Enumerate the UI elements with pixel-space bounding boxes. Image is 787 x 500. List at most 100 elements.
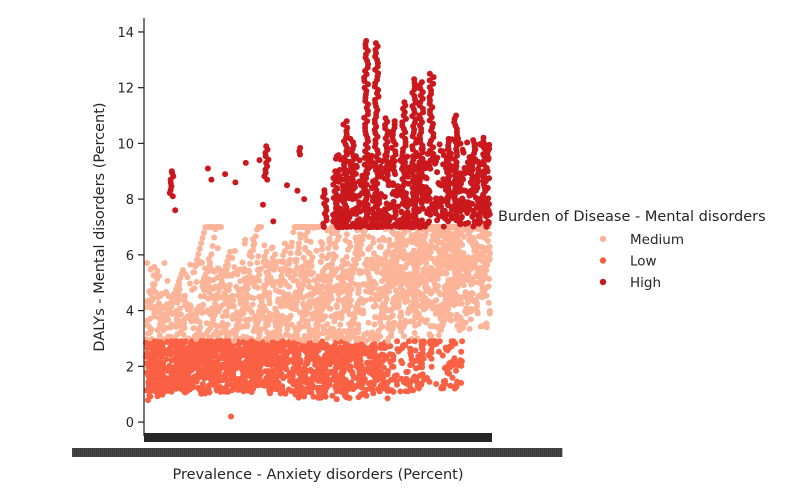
point-medium [359,236,366,243]
point-low [174,365,181,372]
point-medium [248,253,255,260]
point-high [284,182,290,189]
x-tick-label-overlap [296,448,299,457]
point-medium [308,292,315,299]
point-medium [443,301,450,308]
point-medium [236,316,243,323]
point-medium [418,243,425,250]
point-low [233,379,240,386]
point-medium [420,239,426,245]
point-high [353,162,360,169]
point-low [439,352,446,359]
point-high [222,171,229,178]
point-medium [282,292,288,299]
point-high [260,201,266,208]
point-low [446,343,453,350]
point-medium [336,289,343,296]
x-tick-label-overlap [168,448,171,457]
point-medium [283,281,290,288]
point-high [404,209,411,216]
point-medium [369,285,376,292]
point-medium [261,242,268,249]
point-low [342,365,349,372]
point-low [329,392,336,399]
point-medium [254,314,261,321]
point-medium [161,260,168,267]
point-medium [218,277,225,284]
point-low [177,356,184,363]
point-low [288,388,295,395]
point-medium [262,282,269,288]
x-tick-label-overlap [302,448,305,457]
x-tick-label-overlap [94,448,97,457]
x-tick-label-overlap [136,448,139,457]
point-medium [383,261,390,268]
point-medium [453,313,460,320]
point-medium [382,305,389,312]
point-medium [303,319,310,326]
point-medium [364,269,371,276]
x-tick-label-overlap [110,448,113,457]
point-medium [249,301,256,308]
x-tick-label-overlap [140,448,143,457]
point-medium [446,291,453,298]
point-medium [464,262,471,269]
point-low [333,372,340,379]
point-medium [339,308,346,315]
point-high [440,223,447,230]
point-low [151,351,158,357]
x-tick-label-overlap [222,448,225,457]
point-low [339,370,346,376]
point-medium [235,322,242,329]
point-low [299,386,306,393]
point-medium [338,333,345,340]
point-low [450,338,457,345]
x-tick-label-overlap [164,448,167,457]
point-medium [234,271,241,278]
point-high [434,154,441,161]
point-medium [299,263,306,270]
point-medium [410,271,417,278]
point-medium [187,261,194,268]
point-high [418,79,425,86]
point-medium [452,271,459,278]
point-medium [158,306,165,312]
point-medium [247,260,254,267]
point-medium [422,305,429,312]
point-medium [411,237,418,243]
point-high [427,165,434,172]
point-medium [352,281,359,288]
point-medium [469,240,476,247]
point-medium [231,248,238,254]
point-medium [302,246,309,253]
x-tick-label-overlap [84,448,87,457]
point-medium [228,297,234,304]
x-tick-label-overlap [290,448,293,457]
point-low [212,348,219,355]
x-tick-label-overlap [152,448,155,457]
point-low [407,362,414,369]
point-medium [157,323,164,330]
point-medium [367,244,374,251]
point-high [441,207,448,214]
point-low [451,355,458,362]
point-medium [318,258,324,265]
point-medium [441,312,448,318]
scatter-points [143,37,493,420]
point-low [371,353,378,360]
point-low [173,373,180,380]
x-tick-label-overlap [260,448,263,457]
x-tick-label-overlap [202,448,205,457]
point-medium [397,319,404,326]
point-low [204,345,211,352]
point-low [144,397,151,404]
point-low [416,351,423,358]
point-medium [459,241,466,248]
point-medium [381,314,387,321]
point-low [201,375,208,382]
x-tick-label-overlap [170,448,173,457]
point-high [401,223,408,230]
point-medium [451,302,457,309]
point-medium [315,275,322,282]
x-tick-label-overlap [194,448,197,457]
